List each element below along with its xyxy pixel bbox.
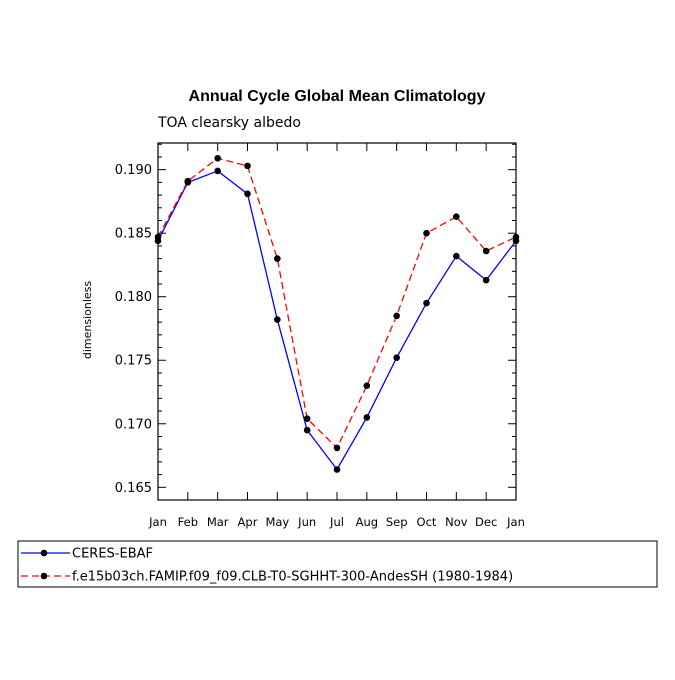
series-layer [154,154,520,473]
x-tick-label: Jan [148,515,167,529]
series-1-point [363,414,371,421]
legend: CERES-EBAF f.e15b03ch.FAMIP.f09_f09.CLB-T… [21,547,513,585]
series-1-point [423,299,430,307]
axis-ticks: 0.165 0.170 0.175 0.180 0.185 0.190 Jan Feb Mar A… [115,143,525,529]
series-1-point [303,426,311,434]
series-2-point [274,255,281,262]
series-line-2 [157,157,517,450]
series-2-point [333,444,341,452]
y-tick-label: 0.180 [115,290,152,305]
series-2-point [512,233,520,241]
series-1-point [214,167,221,175]
x-tick-label: Nov [445,515,468,529]
y-axis-label: dimensionless [81,281,94,360]
series-1-point [333,466,341,473]
y-tick-label: 0.175 [115,354,152,369]
series-2-point [393,312,400,320]
series-2-point [303,415,311,422]
series-1-point [453,252,460,260]
x-tick-label: Jun [297,515,316,529]
series-line-1 [157,170,517,471]
x-tick-label: Jan [506,515,525,529]
x-tick-label: May [265,515,289,529]
legend-box [17,540,658,588]
x-tick-label: Sep [386,515,408,529]
series-2-point [453,213,460,220]
series-1-point [393,354,400,362]
x-tick-label: Feb [178,515,198,529]
x-tick-label: Aug [356,515,378,529]
x-tick-label: Apr [238,515,258,529]
chart-title: Annual Cycle Global Mean Climatology [189,88,486,105]
y-tick-label: 0.190 [115,163,152,178]
x-tick-label: Oct [417,515,437,529]
legend-marker-1 [40,549,48,557]
legend-label-2: f.e15b03ch.FAMIP.f09_f09.CLB-T0-SGHHT-30… [72,570,513,585]
y-tick-label: 0.185 [115,227,152,242]
series-2-point [423,229,430,237]
series-2-point [363,382,371,389]
series-2-point [184,177,192,185]
y-tick-label: 0.165 [115,481,152,496]
x-tick-label: Mar [207,515,229,529]
x-tick-label: Dec [475,515,497,529]
legend-label-1: CERES-EBAF [72,547,153,562]
series-1-point [274,316,281,323]
series-2-point [214,154,221,162]
series-2-point [244,162,251,170]
series-2-point [482,247,490,255]
series-1-point [482,276,490,284]
series-2-point [154,233,162,241]
legend-marker-2 [40,572,48,580]
series-1-point [244,190,251,198]
y-tick-label: 0.170 [115,417,152,432]
chart-subtitle: TOA clearsky albedo [157,115,301,131]
x-tick-label: Jul [329,515,344,529]
